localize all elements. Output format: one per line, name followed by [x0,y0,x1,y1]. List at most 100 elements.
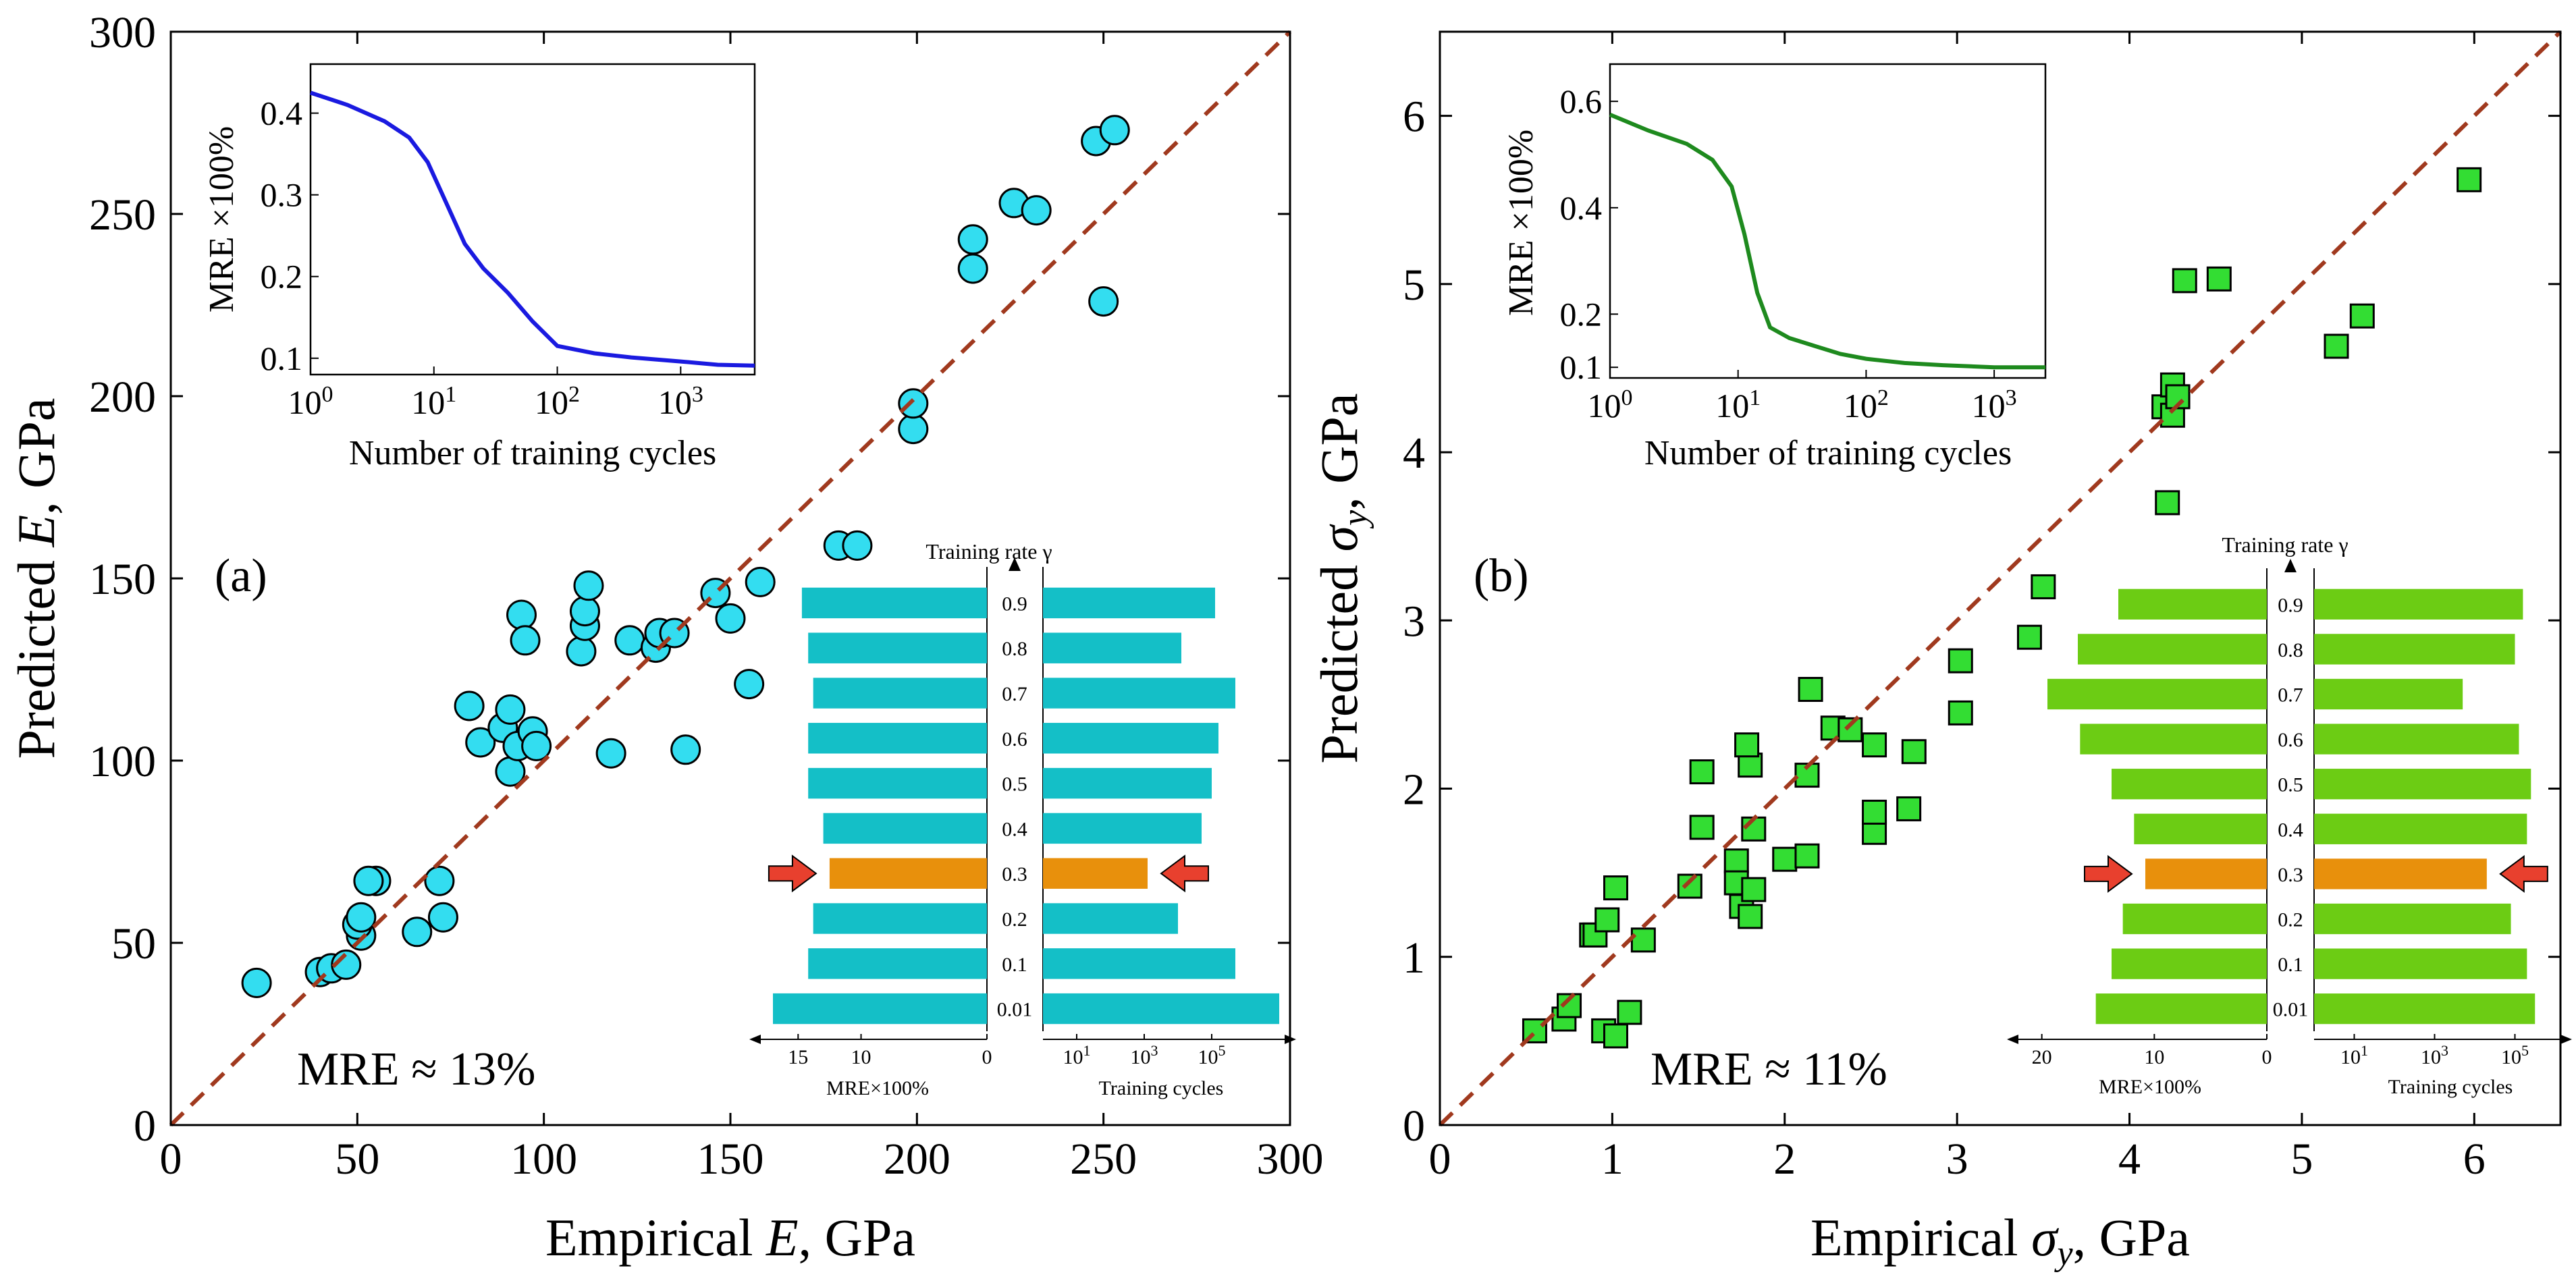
bar-category-label: 0.3 [1002,863,1027,885]
data-point [346,902,377,933]
data-point [1734,732,1760,758]
bar-mre-0.5 [808,767,987,799]
bar-category-label: 0.2 [2278,909,2303,931]
bars-right-tick-label: 103 [2421,1042,2448,1068]
data-point [566,636,597,667]
bars-up-arrow [1009,557,1021,571]
data-point [331,949,362,980]
data-point [521,730,552,761]
data-point [1862,732,1887,758]
bars-left-tick-label: 0 [982,1046,992,1068]
data-point [1689,759,1715,785]
data-point [715,603,746,634]
bar-mre-0.8 [808,632,987,663]
panel-a-y-axis-title: Predicted E, GPa [7,398,65,759]
bar-mre-0.01 [773,993,987,1024]
panel-a-inset-bars: Training rate γ MRE×100% Training cycles… [749,539,1296,1099]
data-point [1794,843,1820,869]
y-tick-label: 2 [1403,765,1425,815]
x-tick-label: 100 [510,1134,577,1184]
panel-a-diagonal [169,30,1292,1127]
bars-left-tick-label: 0 [2262,1046,2272,1068]
panel-b-diagonal [1438,30,2562,1127]
bar-cycles-0.7 [1043,678,1235,709]
data-point [2172,268,2197,294]
data-point [1741,877,1767,902]
inset-y-tick-label: 0.1 [261,339,303,377]
panel-a-inset-line: Number of training cycles MRE ×100% 100 1… [203,63,756,472]
bar-cycles-0.4 [2314,813,2527,844]
y-tick-label: 6 [1403,92,1425,142]
bar-mre-0.6 [2080,723,2267,755]
bar-category-label: 0.9 [1002,593,1027,615]
bars-right-tick-label: 105 [1198,1042,1226,1068]
bars-left-axis-arrow [2007,1035,2018,1044]
x-tick-label: 50 [335,1134,379,1184]
bar-category-label: 0.5 [2278,774,2303,796]
data-point [510,625,541,656]
bar-mre-0.1 [2112,948,2267,979]
inset-x-tick-label: 100 [288,382,333,421]
bar-category-label: 0.4 [1002,818,1027,840]
panel-a-inset-y-title: MRE ×100% [203,126,241,312]
panel-b-ticks: 0 1 2 3 4 5 6 0 1 2 3 4 5 6 [1403,32,2560,1184]
bars-right-axis-arrow [2560,1035,2572,1044]
panel-a-inset-frame [309,63,756,376]
inset-y-tick-label: 0.2 [1560,295,1603,333]
data-point [898,388,929,419]
data-point [454,690,485,721]
bar-cycles-0.9 [2314,589,2523,620]
x-tick-label: 200 [884,1134,950,1184]
data-point [1901,739,1927,765]
y-tick-label: 0 [1403,1101,1425,1151]
data-point [2031,574,2056,599]
bar-cycles-0.3 [1043,858,1148,889]
panel-b-bars-title: Training rate γ [2222,532,2348,557]
panel-b-y-axis-title: Predicted σy, GPa [1310,393,1374,764]
inset-x-tick-label: 102 [535,382,580,421]
data-point [1738,753,1763,778]
x-tick-label: 6 [2463,1134,2486,1184]
y-tick-label: 50 [111,919,156,968]
data-point [1630,927,1656,953]
bars-left-tick-label: 20 [2032,1046,2052,1068]
x-tick-label: 1 [1601,1134,1624,1184]
data-point [573,570,604,601]
data-point [1896,796,1922,821]
data-point [1021,195,1052,226]
panel-b-diagonal-line [1438,30,2562,1127]
y-tick-label: 100 [89,737,156,786]
x-tick-label: 150 [697,1134,764,1184]
inset-y-tick-label: 0.4 [1560,189,1603,227]
panel-b-inset-y-title: MRE ×100% [1502,130,1540,316]
panel-b-bars-right-title: Training cycles [2388,1076,2513,1098]
bar-cycles-0.7 [2314,678,2463,710]
x-tick-label: 0 [1429,1134,1451,1184]
data-point [1837,717,1863,742]
panel-b-axes-frame [1439,30,2562,1126]
bar-cycles-0.3 [2314,858,2487,890]
bar-mre-0.7 [2047,678,2267,710]
data-point [842,530,873,561]
data-point [1738,904,1763,929]
data-point [2457,167,2482,192]
bar-category-label: 0.01 [2273,999,2309,1021]
bars-left-axis-arrow [749,1035,761,1044]
bar-cycles-0.5 [2314,769,2531,800]
panel-a-inset-x-title: Number of training cycles [349,434,716,472]
panel-b-inset-line: Number of training cycles MRE ×100% 100 1… [1502,63,2047,472]
inset-x-tick-label: 103 [1972,385,2017,425]
bar-mre-0.8 [2078,634,2267,665]
panel-b-label: (b) [1474,550,1529,602]
highlight-arrow-left [768,854,817,893]
panel-b-bars-left-title: MRE×100% [2099,1076,2201,1098]
bars-left-tick-label: 10 [2144,1046,2164,1068]
bar-mre-0.2 [2122,903,2267,935]
data-point [402,917,433,948]
data-point [1677,873,1702,899]
bar-category-label: 0.5 [1002,773,1027,796]
data-point [1099,115,1130,146]
data-point [595,738,626,769]
bar-mre-0.6 [808,723,987,754]
